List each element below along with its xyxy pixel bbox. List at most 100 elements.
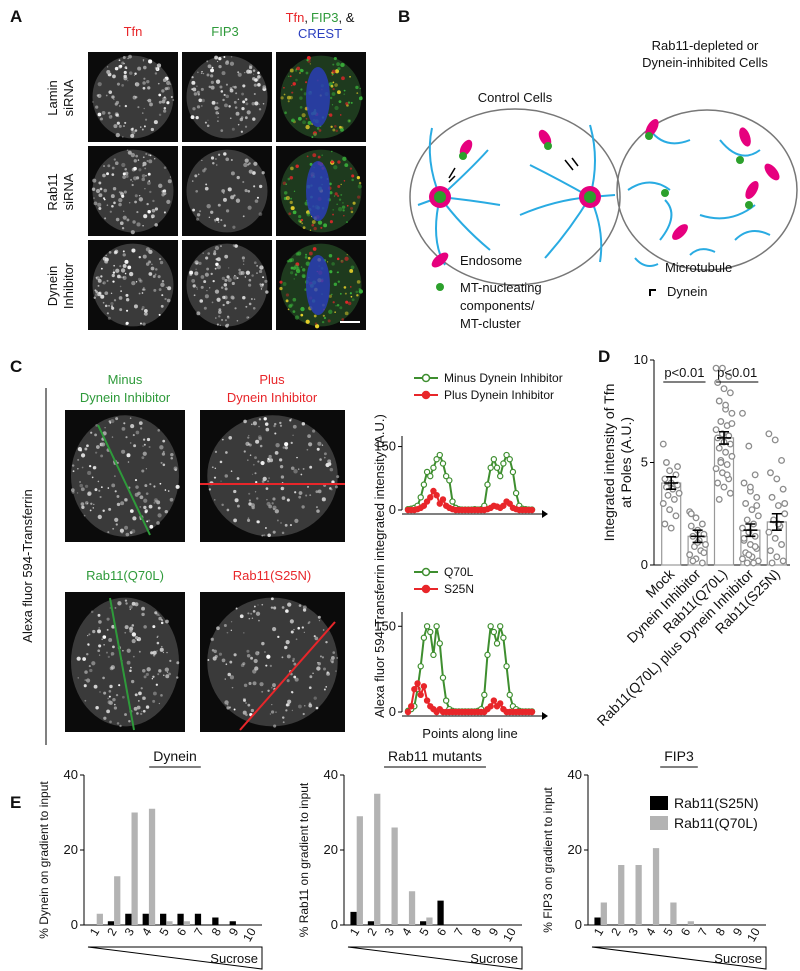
- speckle: [279, 280, 283, 284]
- speckle: [255, 439, 260, 444]
- x-tick-label: 4: [399, 925, 415, 938]
- image-title: Plus: [259, 372, 285, 387]
- speckle: [107, 316, 111, 320]
- data-point: [753, 493, 761, 501]
- speckle: [152, 199, 155, 203]
- speckle: [333, 165, 338, 170]
- speckle: [86, 444, 89, 448]
- speckle: [210, 210, 214, 214]
- speckle: [133, 304, 138, 309]
- data-point: [771, 436, 779, 444]
- speckle: [269, 713, 272, 715]
- speckle: [123, 190, 127, 194]
- speckle: [286, 702, 291, 707]
- data-point: [512, 489, 520, 497]
- speckle: [140, 126, 142, 128]
- speckle: [206, 124, 210, 127]
- speckle: [97, 82, 102, 87]
- speckle: [157, 513, 162, 518]
- speckle: [79, 481, 81, 483]
- speckle: [106, 172, 109, 176]
- speckle: [274, 509, 279, 514]
- y-tick-label: 0: [71, 917, 78, 932]
- speckle: [282, 446, 286, 449]
- speckle: [121, 449, 126, 454]
- speckle: [121, 61, 125, 65]
- speckle: [256, 196, 259, 199]
- speckle: [102, 281, 106, 285]
- x-tick-label: 8: [713, 925, 729, 938]
- speckle: [130, 230, 135, 235]
- data-point: [503, 663, 510, 670]
- speckle: [145, 468, 148, 470]
- speckle: [206, 203, 211, 209]
- speckle: [340, 114, 342, 116]
- speckle: [103, 644, 105, 646]
- speckle: [210, 85, 215, 90]
- speckle: [317, 220, 323, 225]
- data-point: [715, 397, 723, 405]
- speckle: [193, 294, 196, 297]
- speckle: [226, 508, 230, 512]
- speckle: [241, 106, 245, 111]
- bar: [160, 913, 167, 925]
- speckle: [196, 213, 201, 217]
- speckle: [153, 498, 159, 503]
- x-tick-label: 6: [434, 925, 450, 938]
- data-point: [720, 483, 728, 491]
- speckle: [305, 261, 311, 266]
- speckle: [217, 310, 222, 314]
- speckle: [349, 269, 354, 273]
- speckle: [331, 655, 335, 660]
- x-tick-label: 7: [191, 925, 207, 938]
- speckle: [134, 693, 138, 697]
- speckle: [142, 709, 146, 713]
- speckle: [128, 54, 132, 59]
- speckle: [248, 443, 252, 447]
- speckle: [254, 666, 259, 671]
- y-tick-label: 150: [374, 618, 396, 633]
- speckle: [113, 124, 118, 129]
- data-point: [720, 385, 728, 393]
- speckle: [164, 667, 169, 672]
- cell-outline: [616, 109, 798, 271]
- speckle: [309, 63, 312, 65]
- speckle: [316, 447, 320, 451]
- speckle: [133, 166, 137, 171]
- speckle: [279, 424, 283, 427]
- legend-swatch: [650, 816, 668, 830]
- speckle: [103, 716, 107, 720]
- speckle: [114, 66, 119, 71]
- speckle: [293, 675, 297, 679]
- speckle: [290, 690, 294, 694]
- speckle: [100, 294, 105, 299]
- speckle: [135, 430, 140, 435]
- speckle: [143, 288, 146, 291]
- speckle: [218, 64, 222, 69]
- speckle: [199, 210, 202, 213]
- speckle: [252, 171, 256, 175]
- speckle: [267, 457, 270, 461]
- x-tick-label: 1: [87, 925, 103, 938]
- speckle: [118, 191, 121, 193]
- speckle: [326, 671, 330, 676]
- speckle: [332, 87, 335, 91]
- speckle: [107, 164, 111, 168]
- speckle: [202, 252, 204, 254]
- speckle: [116, 722, 120, 725]
- speckle: [161, 89, 165, 93]
- speckle: [102, 431, 107, 436]
- speckle: [345, 300, 349, 304]
- speckle: [83, 684, 87, 688]
- speckle: [126, 648, 131, 653]
- speckle: [311, 136, 314, 138]
- speckle: [211, 301, 214, 304]
- speckle: [151, 208, 156, 213]
- speckle: [143, 286, 145, 289]
- speckle: [125, 298, 130, 302]
- speckle: [206, 73, 210, 77]
- speckle: [144, 484, 148, 488]
- speckle: [226, 275, 230, 279]
- speckle: [269, 664, 273, 668]
- x-tick-label: 4: [643, 925, 659, 938]
